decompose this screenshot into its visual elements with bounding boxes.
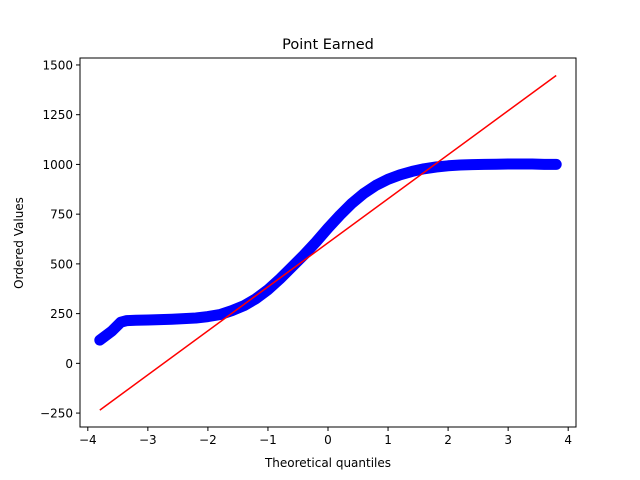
- data-point: [551, 159, 561, 169]
- data-point: [263, 285, 273, 295]
- data-point: [203, 312, 213, 322]
- data-point: [371, 180, 381, 190]
- data-point: [107, 326, 117, 336]
- x-tick-label: −4: [79, 433, 97, 447]
- y-tick-label: 1500: [42, 58, 73, 72]
- data-point: [155, 315, 165, 325]
- data-point: [527, 159, 537, 169]
- data-point: [227, 306, 237, 316]
- x-tick-label: 0: [324, 433, 332, 447]
- data-point: [95, 335, 105, 345]
- data-point: [395, 170, 405, 180]
- y-tick-label: 1000: [42, 158, 73, 172]
- data-point: [539, 159, 549, 169]
- data-point: [143, 315, 153, 325]
- fit-line: [99, 74, 557, 411]
- data-point: [167, 314, 177, 324]
- y-tick-label: 1250: [42, 108, 73, 122]
- data-point: [479, 159, 489, 169]
- data-point: [131, 315, 141, 325]
- y-axis-ticks: −250 0 250 500 750 1000 1250 1500: [40, 58, 80, 421]
- x-axis-ticks: −4 −3 −2 −1 0 1 2 3 4: [79, 427, 572, 447]
- data-point: [179, 314, 189, 324]
- y-tick-label: 250: [50, 307, 73, 321]
- y-axis-label: Ordered Values: [12, 197, 26, 289]
- data-point: [515, 159, 525, 169]
- data-point: [443, 161, 453, 171]
- data-point: [323, 223, 333, 233]
- data-point: [287, 262, 297, 272]
- data-point: [491, 159, 501, 169]
- data-point: [347, 198, 357, 208]
- data-point: [311, 237, 321, 247]
- data-point: [407, 166, 417, 176]
- x-tick-label: −2: [199, 433, 217, 447]
- data-point: [467, 160, 477, 170]
- x-tick-label: 4: [564, 433, 572, 447]
- x-tick-label: 2: [444, 433, 452, 447]
- x-axis-label: Theoretical quantiles: [264, 456, 391, 470]
- y-tick-label: 500: [50, 257, 73, 271]
- data-point: [215, 310, 225, 320]
- data-point: [299, 250, 309, 260]
- y-tick-label: 750: [50, 208, 73, 222]
- plot-area: [94, 74, 562, 411]
- data-point: [122, 316, 132, 326]
- data-point: [359, 188, 369, 198]
- data-points-band: [94, 158, 562, 346]
- y-tick-label: −250: [40, 407, 73, 421]
- x-tick-label: −1: [259, 433, 277, 447]
- data-point: [191, 313, 201, 323]
- chart-title: Point Earned: [282, 37, 374, 53]
- x-tick-label: −3: [139, 433, 157, 447]
- data-point: [503, 159, 513, 169]
- data-point: [335, 210, 345, 220]
- x-tick-label: 1: [384, 433, 392, 447]
- y-tick-label: 0: [65, 357, 73, 371]
- x-tick-label: 3: [504, 433, 512, 447]
- data-point: [455, 160, 465, 170]
- data-point: [383, 174, 393, 184]
